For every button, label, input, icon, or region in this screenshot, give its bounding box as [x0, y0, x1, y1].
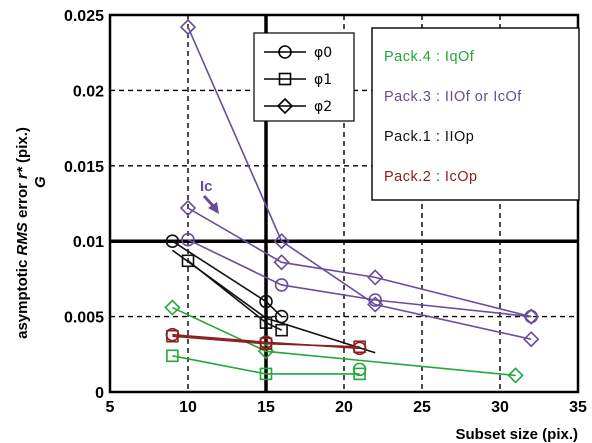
y-tick-label: 0.015 [64, 159, 104, 176]
data-point-diamond [179, 18, 197, 36]
series-line [172, 355, 360, 375]
marker-legend-box [253, 32, 355, 122]
series-line [171, 249, 376, 354]
x-tick-label: 30 [491, 399, 509, 416]
data-point-square [181, 254, 195, 268]
marker-legend: φ0 φ1 φ2 [253, 32, 355, 122]
ic-annotation: Ic [200, 178, 219, 214]
series-line [187, 26, 532, 341]
data-point-diamond [273, 233, 290, 250]
data-point-circle [274, 278, 289, 292]
y-tick-label: 0.01 [73, 234, 104, 251]
data-point-diamond [367, 296, 384, 313]
legend-circle-icon [278, 45, 292, 59]
y-tick-label: 0 [95, 385, 104, 402]
data-point-circle [181, 232, 195, 247]
series-7 [166, 349, 366, 381]
x-tick-label: 5 [106, 399, 115, 416]
data-point-diamond [164, 299, 181, 316]
pack-legend: Pack.4 : IqOf Pack.3 : IIOf or IcOf Pack.1… [371, 27, 580, 201]
data-point-square [166, 349, 179, 363]
series-line [187, 238, 532, 318]
legend-square-icon [278, 72, 292, 86]
y-axis-label-subscript: G [32, 176, 49, 188]
series-line [172, 333, 360, 350]
y-tick-label: 0.025 [64, 8, 104, 25]
data-point-diamond [523, 331, 540, 348]
y-axis-label: asymptotic RMS error r* (pix.) [14, 127, 31, 339]
pack-legend-label: Pack.2 : IcOp [384, 169, 478, 185]
y-axis-label-group: asymptotic RMS error r* (pix.) [14, 127, 31, 339]
data-point-diamond [367, 269, 384, 286]
data-point-diamond [179, 199, 197, 217]
series-8 [352, 362, 367, 377]
data-point-square [275, 323, 288, 337]
series-4 [181, 254, 288, 337]
pack-legend-label: Pack.4 : IqOf [384, 49, 475, 65]
data-point-circle [165, 234, 180, 248]
data-point-circle [165, 327, 180, 342]
y-tick-label: 0.005 [64, 310, 104, 327]
ic-arrow-head [208, 202, 219, 214]
pack-legend-label: Pack.1 : IIOp [384, 129, 474, 145]
plot-frame [108, 13, 580, 394]
series-layer [164, 18, 540, 384]
data-point-circle [352, 362, 367, 377]
data-point-square [259, 367, 273, 381]
x-tick-labels: 5 10 15 20 25 30 35 [106, 399, 587, 416]
data-point-circle [524, 309, 539, 324]
data-point-square [353, 367, 366, 381]
pack-legend-box [371, 27, 580, 201]
data-point-circle [259, 335, 273, 350]
x-tick-label: 25 [413, 399, 431, 416]
series-line [171, 240, 283, 318]
x-axis-label: Subset size (pix.) [455, 426, 578, 443]
series-0 [179, 18, 540, 348]
x-tick-label: 20 [335, 399, 353, 416]
data-point-diamond [273, 254, 290, 271]
x-tick-label: 35 [569, 399, 587, 416]
x-tick-label: 15 [257, 399, 275, 416]
x-tick-label: 10 [179, 399, 197, 416]
series-5 [171, 249, 376, 354]
marker-legend-label: φ2 [314, 99, 332, 115]
series-3 [165, 234, 289, 324]
data-point-circle [352, 341, 367, 356]
ic-annotation-label: Ic [200, 178, 213, 195]
pack-legend-label: Pack.3 : IIOf or IcOf [384, 89, 522, 105]
series-line [187, 207, 532, 318]
series-line [172, 306, 516, 377]
data-point-circle [259, 294, 273, 309]
legend-diamond-icon [276, 97, 294, 115]
y-tick-labels: 0 0.005 0.01 0.015 0.02 0.025 [64, 8, 104, 402]
marker-legend-label: φ1 [314, 72, 332, 88]
series-10 [165, 327, 367, 356]
y-tick-label: 0.02 [73, 83, 104, 100]
data-point-diamond [507, 367, 524, 384]
series-2 [181, 232, 539, 324]
data-point-circle [368, 293, 383, 307]
marker-legend-label: φ0 [314, 45, 332, 61]
